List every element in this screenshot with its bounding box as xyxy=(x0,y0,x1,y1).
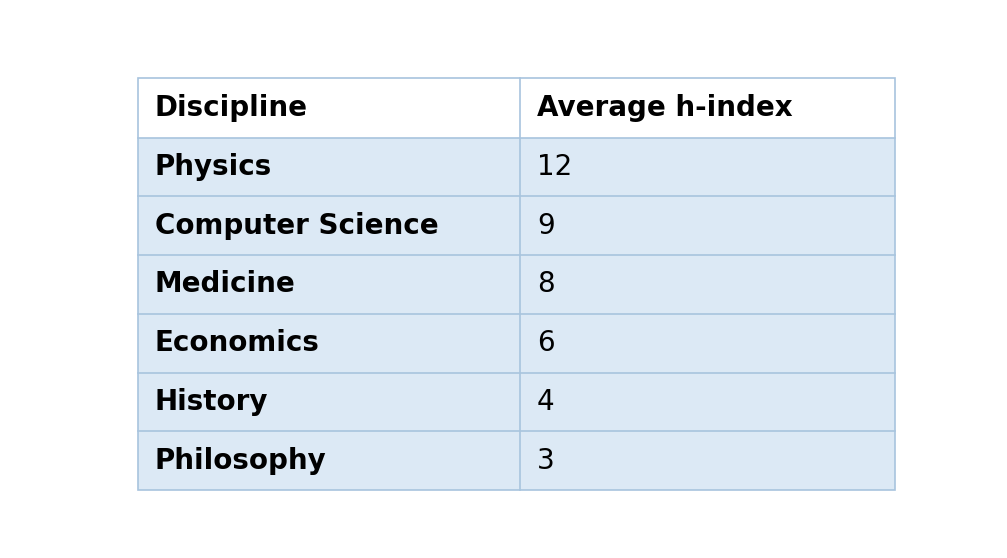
Text: Average h-index: Average h-index xyxy=(537,94,793,122)
Bar xyxy=(138,137,520,196)
Text: Philosophy: Philosophy xyxy=(155,447,326,475)
Bar xyxy=(138,255,520,314)
Bar xyxy=(520,255,894,314)
Bar xyxy=(520,431,894,490)
Bar xyxy=(520,373,894,431)
Bar xyxy=(520,196,894,255)
Text: Physics: Physics xyxy=(155,153,272,181)
Bar xyxy=(138,373,520,431)
Bar xyxy=(520,137,894,196)
Text: Discipline: Discipline xyxy=(155,94,308,122)
Bar xyxy=(138,196,520,255)
Text: 12: 12 xyxy=(537,153,572,181)
Bar xyxy=(138,314,520,373)
Bar xyxy=(520,78,894,137)
Text: Computer Science: Computer Science xyxy=(155,211,438,240)
Bar xyxy=(138,78,520,137)
Text: 3: 3 xyxy=(537,447,555,475)
Text: 8: 8 xyxy=(537,271,555,299)
Text: 4: 4 xyxy=(537,388,555,416)
Bar xyxy=(138,431,520,490)
Text: Medicine: Medicine xyxy=(155,271,295,299)
Text: 6: 6 xyxy=(537,329,555,357)
Bar xyxy=(520,314,894,373)
Text: Economics: Economics xyxy=(155,329,319,357)
Text: 9: 9 xyxy=(537,211,555,240)
Text: History: History xyxy=(155,388,268,416)
